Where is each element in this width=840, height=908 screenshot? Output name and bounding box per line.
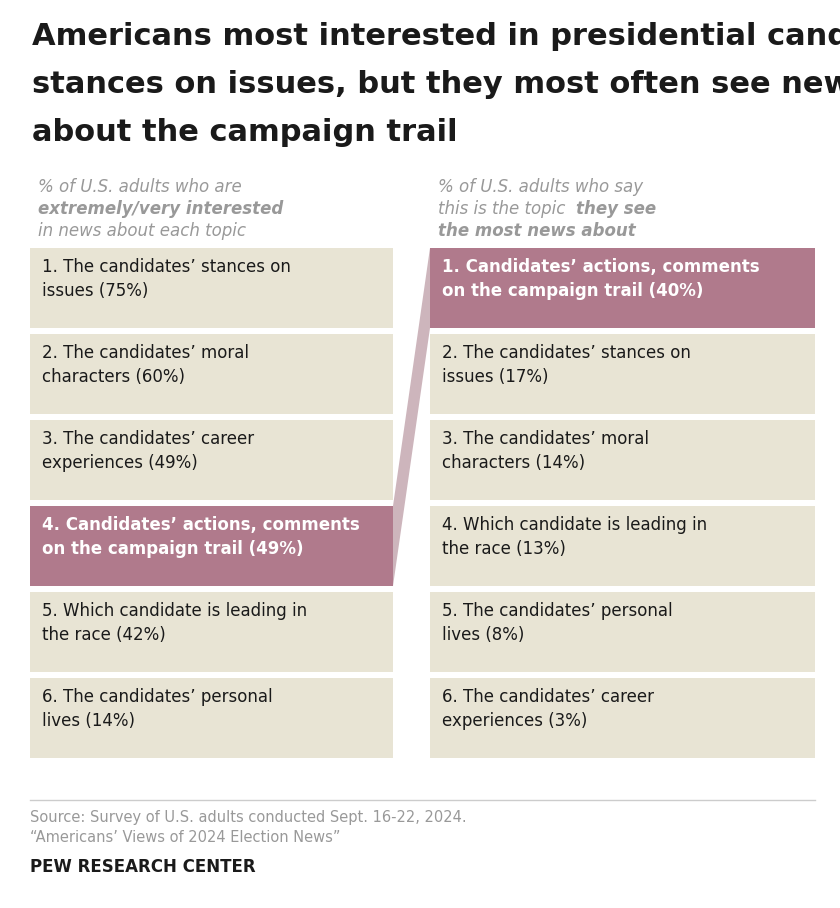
Text: they see: they see [576,200,656,218]
Text: 6. The candidates’ personal
lives (14%): 6. The candidates’ personal lives (14%) [42,688,273,730]
Bar [430,420,815,500]
Text: 3. The candidates’ career
experiences (49%): 3. The candidates’ career experiences (4… [42,430,255,472]
Text: 1. Candidates’ actions, comments
on the campaign trail (40%): 1. Candidates’ actions, comments on the … [442,258,759,301]
Bar [30,592,393,672]
Bar [430,334,815,414]
Text: % of U.S. adults who are: % of U.S. adults who are [38,178,242,196]
Text: stances on issues, but they most often see news: stances on issues, but they most often s… [32,70,840,99]
Text: about the campaign trail: about the campaign trail [32,118,458,147]
Bar [30,506,393,586]
Bar [30,248,393,328]
Text: PEW RESEARCH CENTER: PEW RESEARCH CENTER [30,858,255,876]
Bar [430,592,815,672]
Text: 5. Which candidate is leading in
the race (42%): 5. Which candidate is leading in the rac… [42,602,307,645]
Bar [30,334,393,414]
Bar [30,420,393,500]
Text: 2. The candidates’ moral
characters (60%): 2. The candidates’ moral characters (60%… [42,344,249,386]
Text: “Americans’ Views of 2024 Election News”: “Americans’ Views of 2024 Election News” [30,830,340,845]
Polygon shape [393,248,430,586]
Bar [430,506,815,586]
Text: Americans most interested in presidential candidates’: Americans most interested in presidentia… [32,22,840,51]
Text: extremely/very interested: extremely/very interested [38,200,283,218]
Text: 4. Which candidate is leading in
the race (13%): 4. Which candidate is leading in the rac… [442,516,707,558]
Bar [430,248,815,328]
Text: 6. The candidates’ career
experiences (3%): 6. The candidates’ career experiences (3… [442,688,654,730]
Text: 1. The candidates’ stances on
issues (75%): 1. The candidates’ stances on issues (75… [42,258,291,301]
Text: % of U.S. adults who say: % of U.S. adults who say [438,178,643,196]
Bar [430,678,815,758]
Text: 2. The candidates’ stances on
issues (17%): 2. The candidates’ stances on issues (17… [442,344,690,386]
Text: this is the topic: this is the topic [438,200,570,218]
Text: 4. Candidates’ actions, comments
on the campaign trail (49%): 4. Candidates’ actions, comments on the … [42,516,360,558]
Text: the most news about: the most news about [438,222,636,240]
Text: in news about each topic: in news about each topic [38,222,246,240]
Bar [30,678,393,758]
Text: 3. The candidates’ moral
characters (14%): 3. The candidates’ moral characters (14%… [442,430,649,472]
Text: 5. The candidates’ personal
lives (8%): 5. The candidates’ personal lives (8%) [442,602,673,645]
Text: Source: Survey of U.S. adults conducted Sept. 16-22, 2024.: Source: Survey of U.S. adults conducted … [30,810,467,825]
